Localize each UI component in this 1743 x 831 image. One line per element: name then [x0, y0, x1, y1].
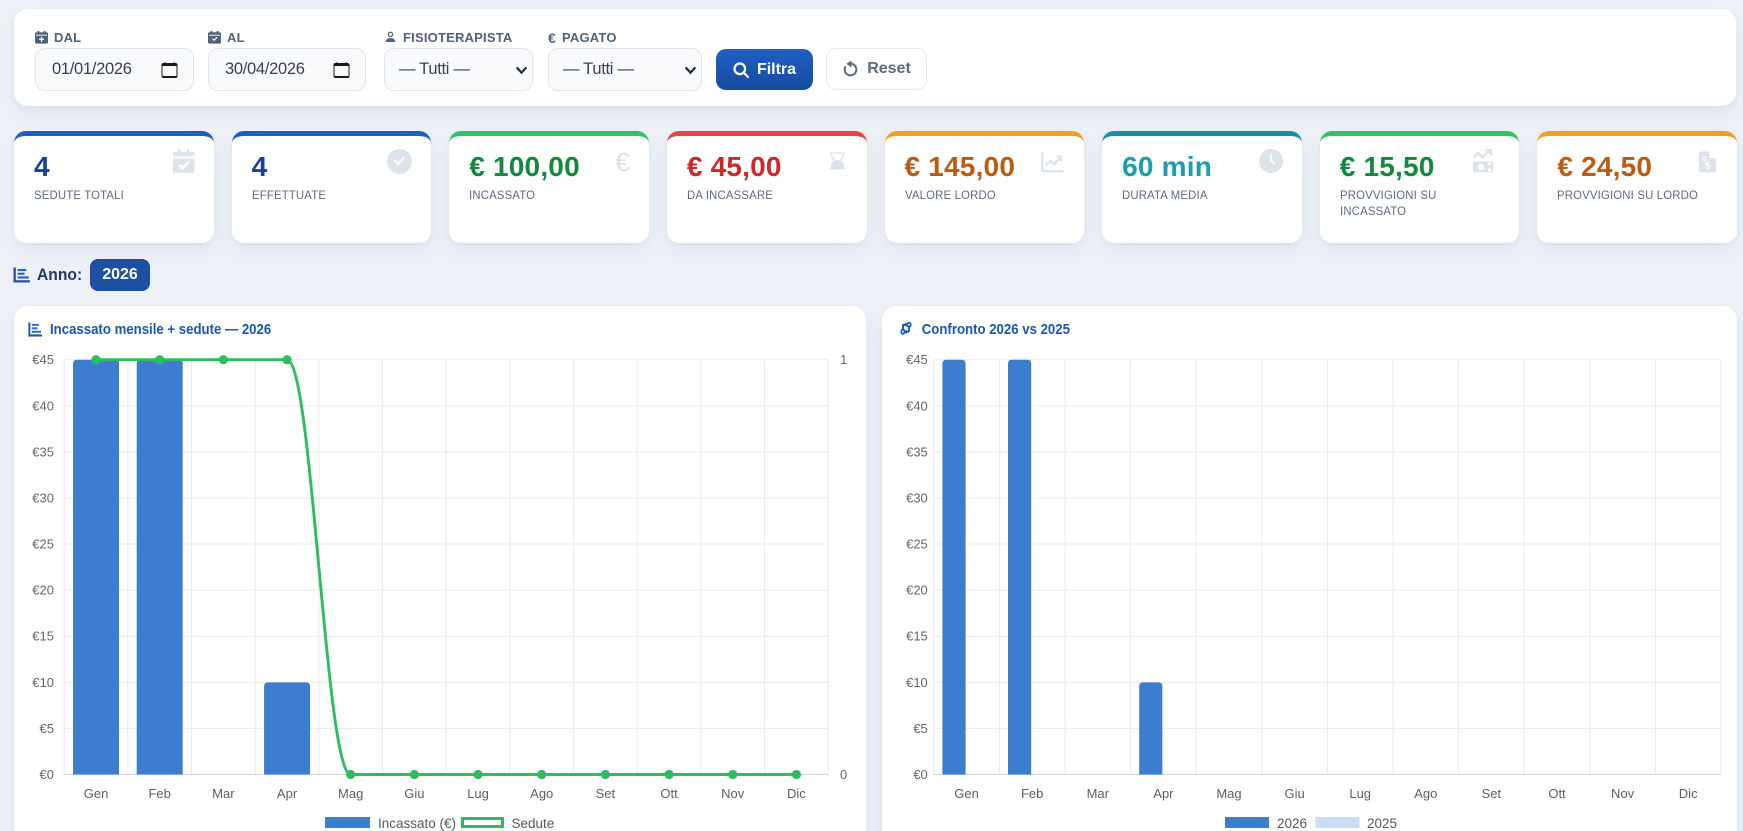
- svg-text:Incassato (€): Incassato (€): [378, 816, 456, 831]
- svg-text:Ott: Ott: [1548, 786, 1566, 801]
- svg-text:$: $: [1705, 161, 1711, 172]
- svg-text:€30: €30: [906, 490, 928, 505]
- svg-text:Sedute: Sedute: [512, 816, 555, 831]
- svg-text:€35: €35: [32, 444, 54, 459]
- svg-text:Mar: Mar: [212, 786, 235, 801]
- svg-text:€20: €20: [906, 583, 928, 598]
- svg-text:Giu: Giu: [1284, 786, 1304, 801]
- svg-text:€5: €5: [913, 721, 927, 736]
- svg-text:Gen: Gen: [954, 786, 979, 801]
- svg-text:Ago: Ago: [1414, 786, 1437, 801]
- svg-text:Mar: Mar: [1087, 786, 1110, 801]
- svg-text:Set: Set: [1482, 786, 1502, 801]
- svg-text:2026: 2026: [1277, 816, 1307, 831]
- svg-text:Nov: Nov: [1611, 786, 1635, 801]
- svg-text:€45: €45: [32, 352, 54, 367]
- svg-text:Giu: Giu: [404, 786, 424, 801]
- svg-text:€10: €10: [32, 675, 54, 690]
- svg-text:€0: €0: [40, 767, 54, 782]
- svg-text:€45: €45: [906, 352, 928, 367]
- svg-text:Mag: Mag: [338, 786, 363, 801]
- svg-text:€30: €30: [32, 490, 54, 505]
- svg-text:€15: €15: [32, 629, 54, 644]
- svg-text:Gen: Gen: [84, 786, 109, 801]
- svg-text:€40: €40: [32, 398, 54, 413]
- svg-text:Ott: Ott: [660, 786, 678, 801]
- svg-text:€35: €35: [906, 444, 928, 459]
- svg-text:Apr: Apr: [1153, 786, 1174, 801]
- svg-text:Ago: Ago: [530, 786, 553, 801]
- svg-text:0: 0: [840, 767, 847, 782]
- svg-text:Apr: Apr: [277, 786, 298, 801]
- svg-text:€25: €25: [32, 537, 54, 552]
- svg-text:Feb: Feb: [1021, 786, 1043, 801]
- svg-text:Lug: Lug: [467, 786, 489, 801]
- svg-text:€40: €40: [906, 398, 928, 413]
- svg-text:€5: €5: [40, 721, 54, 736]
- svg-text:€20: €20: [32, 583, 54, 598]
- svg-text:Nov: Nov: [721, 786, 745, 801]
- svg-text:Set: Set: [596, 786, 616, 801]
- svg-text:Mag: Mag: [1216, 786, 1241, 801]
- svg-text:Dic: Dic: [787, 786, 806, 801]
- svg-text:Lug: Lug: [1349, 786, 1371, 801]
- svg-text:€0: €0: [913, 767, 927, 782]
- svg-text:€25: €25: [906, 537, 928, 552]
- svg-text:Dic: Dic: [1679, 786, 1698, 801]
- svg-text:1: 1: [840, 352, 847, 367]
- svg-text:Feb: Feb: [148, 786, 170, 801]
- svg-text:€10: €10: [906, 675, 928, 690]
- svg-text:2025: 2025: [1367, 816, 1397, 831]
- svg-text:€15: €15: [906, 629, 928, 644]
